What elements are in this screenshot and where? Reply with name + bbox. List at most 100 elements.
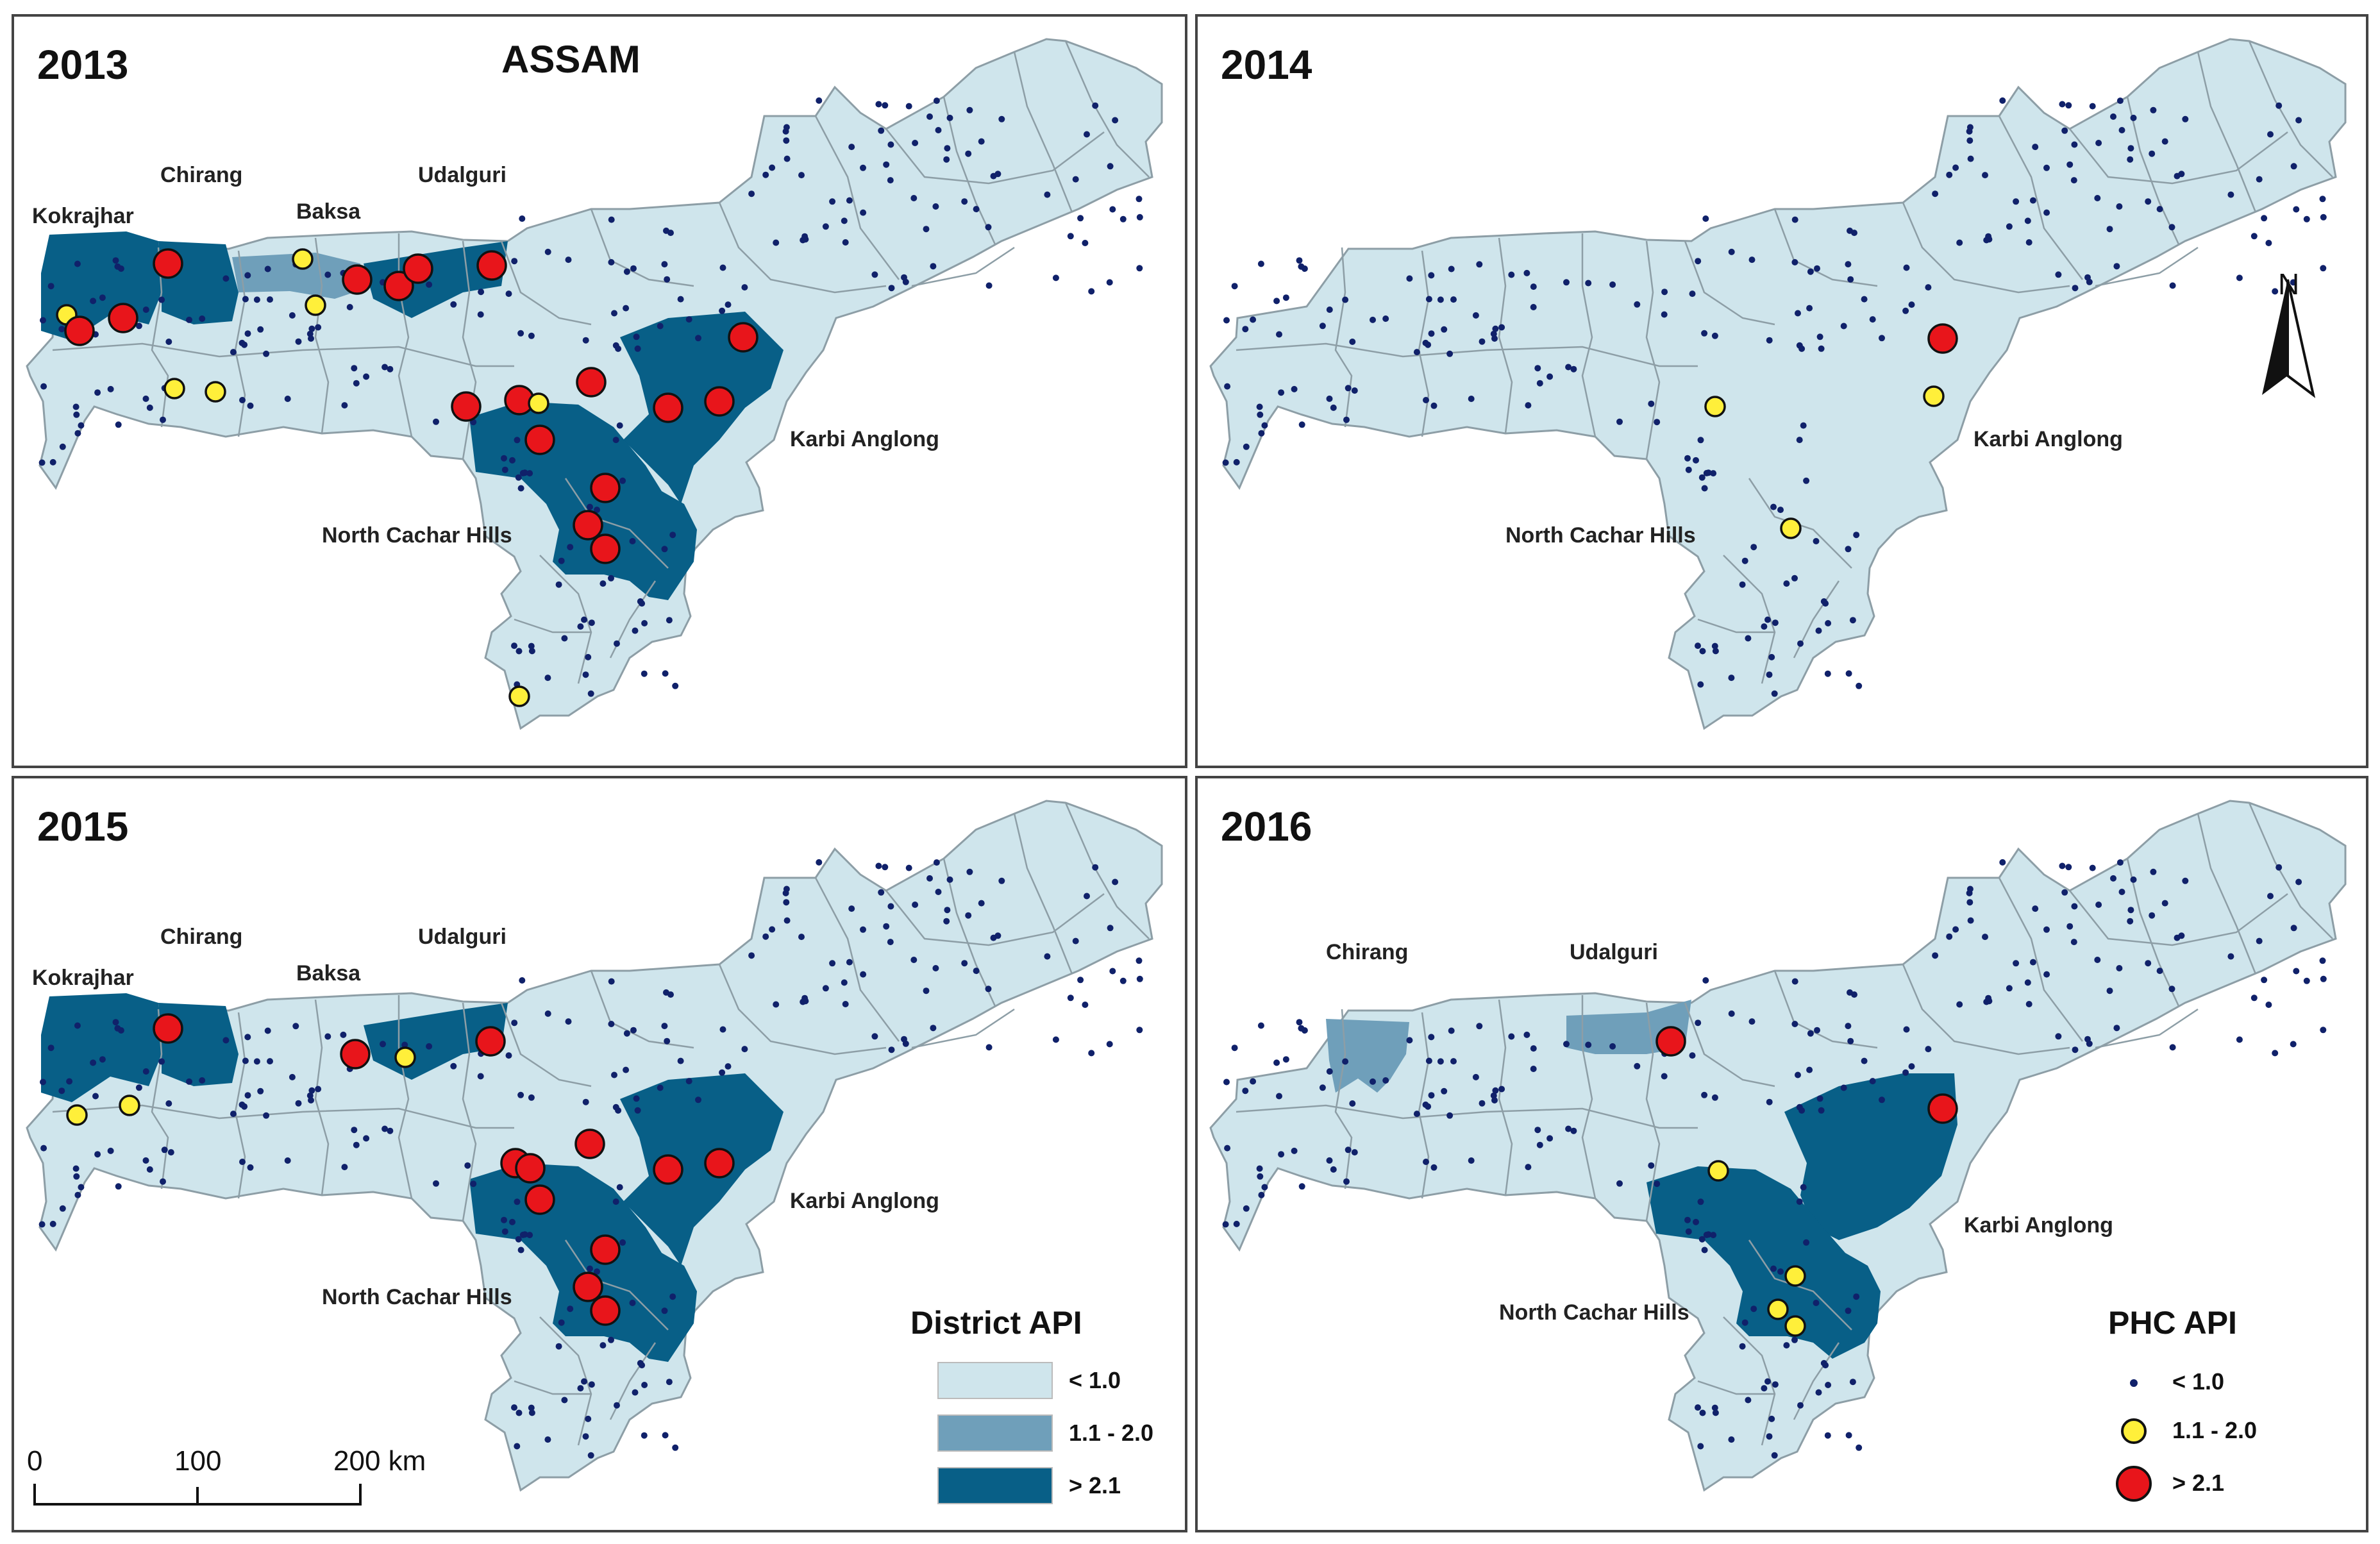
phc-dot-low [1326, 306, 1333, 313]
phc-dot-low [519, 1231, 526, 1238]
north-arrow-icon [2262, 279, 2316, 398]
north-arrow-label: N [2278, 267, 2300, 301]
phc-dot-low [2118, 889, 2125, 895]
phc-dot-low [450, 301, 457, 308]
phc-dot-low [887, 141, 894, 148]
phc-dot-low [1967, 917, 1974, 924]
phc-dot-low [946, 114, 953, 121]
phc-dot-low [719, 264, 726, 271]
district-karbi-anglong [620, 1073, 784, 1266]
phc-dot-low [1824, 670, 1831, 677]
phc-dot-low [2150, 106, 2157, 113]
phc-dot-low [242, 1057, 249, 1064]
phc-dot-low [762, 171, 769, 178]
phc-dot-low [667, 230, 674, 237]
phc-dot-low [115, 1183, 122, 1190]
phc-dot-low [2168, 224, 2175, 231]
phc-dot-low [2084, 274, 2091, 281]
phc-dot-low [1966, 885, 1974, 893]
phc-dot-low [2293, 206, 2300, 213]
phc-dot-low [253, 296, 260, 303]
phc-dot-low [634, 1107, 641, 1114]
label-udalguri: Udalguri [1570, 940, 1658, 964]
phc-marker-mid [1784, 1265, 1806, 1287]
phc-dot-low [1796, 1198, 1803, 1205]
phc-dot-low [1425, 1057, 1432, 1064]
phc-dot-low [1695, 642, 1701, 650]
phc-marker-high [590, 473, 621, 503]
phc-dot-low [2025, 1001, 2032, 1007]
phc-dot-low [641, 620, 648, 626]
phc-dot-low [630, 1027, 637, 1034]
phc-dot-low [511, 258, 518, 265]
phc-dot-low [567, 1305, 574, 1313]
phc-dot-low [1703, 469, 1710, 476]
phc-dot-low [90, 298, 97, 305]
phc-dot-low [1422, 339, 1429, 346]
phc-dot-low [264, 1027, 271, 1034]
phc-dot-low [1343, 1178, 1350, 1185]
phc-dot-low [1563, 279, 1570, 286]
phc-dot-low [1798, 345, 1806, 352]
phc-dot-low [2029, 197, 2036, 204]
phc-dot-low [1999, 97, 2006, 104]
phc-dot-low [629, 1300, 636, 1306]
phc-dot-low [888, 285, 895, 292]
phc-dot-low [2272, 288, 2279, 295]
phc-dot-low [1701, 485, 1708, 492]
phc-dot-low [49, 1220, 56, 1227]
phc-dot-low [73, 1173, 80, 1180]
phc-dot-low [633, 333, 640, 340]
phc-dot-low [923, 226, 930, 233]
assam-map-2013 [26, 38, 1163, 730]
phc-dot-low [1468, 396, 1475, 402]
phc-dot-low [1795, 310, 1801, 317]
phc-dot-low [2059, 862, 2066, 869]
phc-dot-low [783, 885, 790, 893]
phc-dot-low [239, 339, 246, 346]
phc-dot-low [1491, 1097, 1498, 1103]
phc-dot-low [1766, 1098, 1773, 1105]
phc-dot-low [887, 903, 894, 910]
phc-dot-low [798, 934, 805, 941]
phc-dot-low [2295, 878, 2302, 885]
phc-dot-low [2319, 196, 2326, 203]
phc-dot-low [107, 1147, 114, 1154]
phc-dot-low [1849, 1379, 1856, 1386]
phc-dot-low [2095, 140, 2102, 146]
phc-dot-low [816, 97, 823, 104]
phc-dot-low [1654, 1180, 1661, 1187]
phc-dot-low [773, 239, 780, 246]
phc-dot-low [505, 290, 512, 298]
phc-dot-low [1349, 339, 1356, 345]
phc-marker-high [1927, 1093, 1958, 1124]
phc-dot-low [784, 917, 791, 924]
district-legend-label-mid: 1.1 - 2.0 [1069, 1420, 1154, 1446]
phc-dot-low [1783, 1342, 1790, 1349]
phc-dot-low [353, 1141, 360, 1148]
phc-dot-low [1766, 1433, 1773, 1440]
phc-dot-low [860, 209, 867, 216]
phc-dot-low [1814, 265, 1820, 272]
phc-dot-low [1711, 1404, 1718, 1411]
phc-dot-low [1818, 1107, 1825, 1114]
phc-dot-low [883, 161, 890, 168]
phc-dot-low [2169, 1044, 2176, 1051]
phc-dot-low [387, 365, 394, 373]
phc-dot-low [1869, 316, 1876, 323]
phc-dot-low [2290, 1041, 2297, 1048]
label-chirang: Chirang [160, 925, 243, 949]
district-karbi-anglong [620, 312, 784, 504]
phc-dot-low [1523, 1031, 1530, 1038]
phc-dot-low [1446, 350, 1454, 357]
phc-dot-low [555, 1343, 562, 1350]
map-panel-2015: 2015 Kokrajhar Chirang Baksa Udalguri Ka… [12, 776, 1187, 1532]
phc-dot-low [719, 1069, 726, 1076]
phc-dot-low [1425, 296, 1432, 303]
phc-dot-low [1710, 470, 1717, 477]
phc-dot-low [509, 457, 515, 464]
phc-dot-low [74, 260, 81, 267]
phc-dot-low [585, 653, 592, 660]
phc-dot-low [2250, 994, 2258, 1002]
district-legend-swatch-mid [937, 1414, 1053, 1452]
